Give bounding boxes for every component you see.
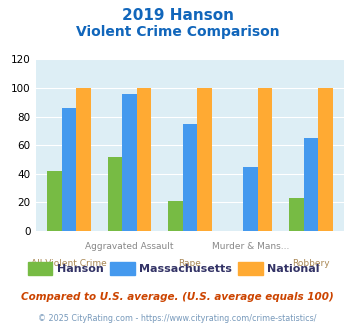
Bar [197, 88, 212, 231]
Bar [108, 157, 122, 231]
Bar [289, 198, 304, 231]
Text: Robbery: Robbery [292, 259, 330, 268]
Text: Murder & Mans...: Murder & Mans... [212, 242, 289, 251]
Bar [122, 94, 137, 231]
Bar [243, 167, 258, 231]
Text: Rape: Rape [179, 259, 201, 268]
Legend: Hanson, Massachusetts, National: Hanson, Massachusetts, National [23, 258, 324, 279]
Bar [168, 201, 183, 231]
Bar [137, 88, 151, 231]
Bar [61, 108, 76, 231]
Bar [318, 88, 333, 231]
Text: Violent Crime Comparison: Violent Crime Comparison [76, 25, 279, 39]
Bar [183, 124, 197, 231]
Bar [304, 138, 318, 231]
Bar [47, 171, 61, 231]
Bar [258, 88, 272, 231]
Text: Aggravated Assault: Aggravated Assault [85, 242, 174, 251]
Text: 2019 Hanson: 2019 Hanson [121, 8, 234, 23]
Text: All Violent Crime: All Violent Crime [31, 259, 107, 268]
Text: © 2025 CityRating.com - https://www.cityrating.com/crime-statistics/: © 2025 CityRating.com - https://www.city… [38, 314, 317, 323]
Bar [76, 88, 91, 231]
Text: Compared to U.S. average. (U.S. average equals 100): Compared to U.S. average. (U.S. average … [21, 292, 334, 302]
